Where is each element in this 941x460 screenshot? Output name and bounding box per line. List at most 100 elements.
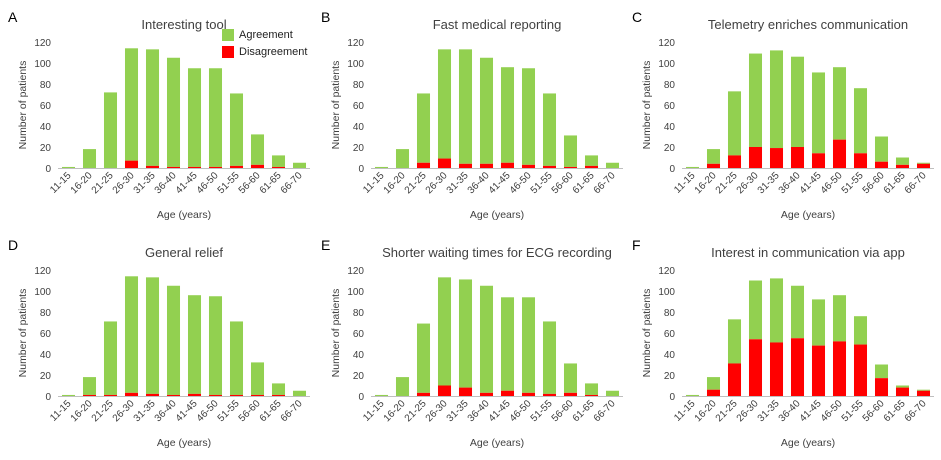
x-tick-label: 66-70 <box>592 398 618 424</box>
x-tick-label: 26-30 <box>111 398 137 424</box>
x-tick-label: 66-70 <box>903 398 929 424</box>
bar-disagreement <box>916 163 931 168</box>
y-tick-label: 60 <box>664 101 676 112</box>
panel-e: E Shorter waiting times for ECG recording… <box>321 237 623 449</box>
bar-agreement <box>542 93 557 166</box>
bar-disagreement <box>895 387 910 396</box>
bar-disagreement <box>500 390 515 396</box>
bar-disagreement <box>521 164 536 168</box>
bar-agreement <box>727 319 742 364</box>
y-tick-label: 100 <box>34 287 51 298</box>
y-tick-label: 0 <box>45 164 51 175</box>
x-tick-label: 21-25 <box>714 170 740 196</box>
bar-agreement <box>395 149 410 168</box>
panel-letter: D <box>8 237 18 253</box>
bar-disagreement <box>584 394 599 396</box>
bar-disagreement <box>790 338 805 396</box>
bar-agreement <box>500 67 515 163</box>
x-tick-label: 11-15 <box>361 170 387 196</box>
bar-disagreement <box>542 393 557 396</box>
panel-letter: C <box>632 9 642 25</box>
bar-agreement <box>853 316 868 345</box>
x-tick-label: 31-35 <box>132 398 158 424</box>
bar-agreement <box>500 297 515 391</box>
bar-disagreement <box>853 153 868 168</box>
bar-agreement <box>250 134 265 165</box>
x-tick-label: 21-25 <box>403 170 429 196</box>
bar-agreement <box>271 155 286 167</box>
x-tick-label: 66-70 <box>903 170 929 196</box>
bar-disagreement <box>229 394 244 396</box>
bar-disagreement <box>727 363 742 396</box>
y-tick-label: 40 <box>40 350 52 361</box>
bar-agreement <box>458 279 473 388</box>
bar-agreement <box>416 323 431 393</box>
bar-agreement <box>103 321 118 395</box>
bar-agreement <box>479 285 494 393</box>
x-tick-label: 56-60 <box>237 170 263 196</box>
bar-agreement <box>542 321 557 394</box>
x-tick-label: 11-15 <box>48 398 74 424</box>
bar-agreement <box>605 162 620 168</box>
bar-agreement <box>895 385 910 388</box>
bar-disagreement <box>416 162 431 168</box>
bar-disagreement <box>187 393 202 396</box>
x-tick-label: 11-15 <box>361 398 387 424</box>
bar-agreement <box>229 321 244 395</box>
bar-agreement <box>685 394 700 396</box>
x-tick-label: 56-60 <box>550 170 576 196</box>
y-tick-label: 20 <box>353 371 365 382</box>
x-tick-label: 66-70 <box>279 170 305 196</box>
x-tick-label: 41-45 <box>174 398 200 424</box>
x-tick-label: 36-40 <box>466 170 492 196</box>
y-tick-label: 120 <box>347 38 364 49</box>
bar-disagreement <box>208 394 223 396</box>
bar-agreement <box>874 364 889 379</box>
bar-agreement <box>374 394 389 396</box>
x-tick-label: 61-65 <box>571 170 597 196</box>
legend-item-agreement: Agreement <box>222 26 307 43</box>
bar-disagreement <box>145 393 160 396</box>
y-tick-label: 80 <box>40 308 52 319</box>
bar-disagreement <box>479 392 494 396</box>
bar-agreement <box>458 49 473 164</box>
bar-disagreement <box>853 344 868 396</box>
y-tick-label: 60 <box>40 329 52 340</box>
y-tick-label: 80 <box>664 308 676 319</box>
x-tick-label: 51-55 <box>840 398 866 424</box>
panel-title: Telemetry enriches communication <box>708 17 908 32</box>
x-tick-label: 36-40 <box>777 170 803 196</box>
bar-agreement <box>521 68 536 165</box>
bar-agreement <box>292 390 307 396</box>
y-tick-label: 60 <box>353 329 365 340</box>
bar-agreement <box>187 68 202 167</box>
y-tick-label: 120 <box>658 266 675 277</box>
y-axis-label: Number of patients <box>641 289 653 378</box>
panel-title: Interesting tool <box>141 17 226 32</box>
y-tick-label: 20 <box>40 143 52 154</box>
bar-agreement <box>271 383 286 395</box>
bar-disagreement <box>187 166 202 168</box>
y-tick-label: 0 <box>45 392 51 403</box>
legend-label-disagreement: Disagreement <box>239 45 308 58</box>
y-tick-label: 120 <box>347 266 364 277</box>
y-axis-label: Number of patients <box>330 61 342 150</box>
legend-label-agreement: Agreement <box>239 28 293 41</box>
y-tick-label: 80 <box>664 80 676 91</box>
bar-agreement <box>790 285 805 339</box>
bar-agreement <box>61 394 76 396</box>
y-tick-label: 40 <box>353 122 365 133</box>
bar-disagreement <box>437 158 452 168</box>
x-tick-label: 16-20 <box>382 398 408 424</box>
bar-agreement <box>82 149 97 168</box>
bar-agreement <box>563 363 578 393</box>
y-tick-label: 100 <box>658 287 675 298</box>
x-axis-label: Age (years) <box>470 437 524 449</box>
bar-agreement <box>292 162 307 168</box>
x-tick-label: 41-45 <box>487 170 513 196</box>
bar-agreement <box>769 278 784 343</box>
bar-agreement <box>790 56 805 148</box>
x-tick-label: 46-50 <box>195 170 221 196</box>
x-tick-label: 61-65 <box>882 398 908 424</box>
x-axis-label: Age (years) <box>157 209 211 221</box>
